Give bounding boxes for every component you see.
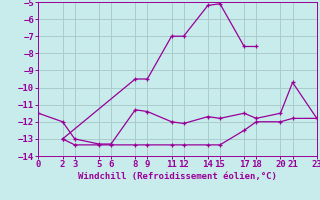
X-axis label: Windchill (Refroidissement éolien,°C): Windchill (Refroidissement éolien,°C) <box>78 172 277 181</box>
